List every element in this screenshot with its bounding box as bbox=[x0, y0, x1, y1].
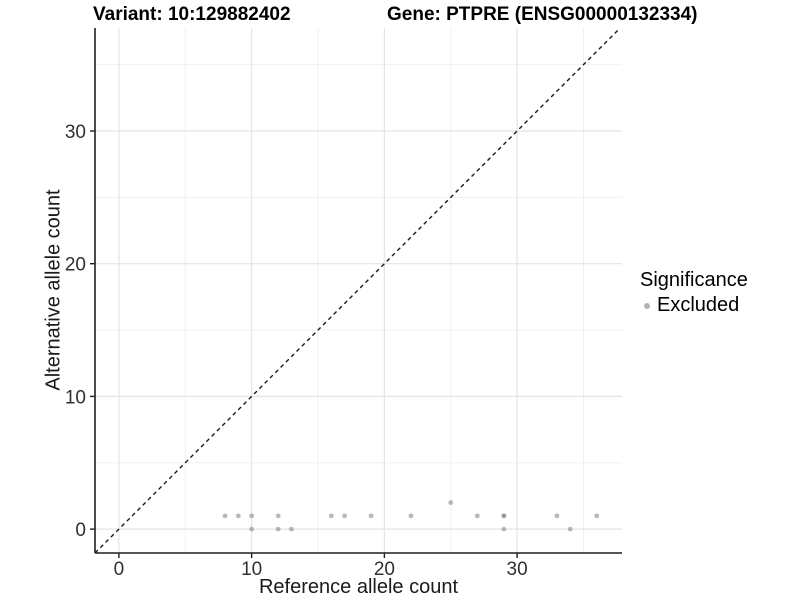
data-point bbox=[328, 513, 334, 519]
excluded-point-icon bbox=[644, 302, 650, 309]
legend-item-excluded: Excluded bbox=[640, 294, 748, 317]
data-point bbox=[448, 500, 454, 505]
data-point bbox=[408, 513, 414, 519]
legend-item-label: Excluded bbox=[657, 294, 740, 316]
x-tick-label: 20 bbox=[374, 559, 395, 580]
x-tick-label: 10 bbox=[241, 559, 262, 580]
data-point bbox=[368, 513, 374, 519]
y-tick-label: 0 bbox=[75, 520, 86, 541]
data-point bbox=[222, 513, 228, 519]
y-tick-label: 30 bbox=[65, 122, 86, 143]
x-tick-label: 0 bbox=[114, 559, 125, 580]
data-point bbox=[275, 526, 281, 532]
legend-title: Significance bbox=[640, 269, 748, 291]
identity-line bbox=[94, 27, 621, 554]
data-point bbox=[474, 513, 480, 519]
data-point bbox=[554, 513, 560, 519]
data-point bbox=[594, 513, 600, 519]
data-point bbox=[501, 526, 507, 532]
y-tick-label: 10 bbox=[65, 387, 86, 408]
x-axis-title: Reference allele count bbox=[258, 576, 458, 598]
y-axis-title: Alternative allele count bbox=[42, 189, 65, 391]
data-point bbox=[342, 513, 347, 519]
variant-title: Variant: 10:129882402 bbox=[93, 4, 291, 25]
data-point bbox=[289, 526, 294, 532]
y-tick-label: 20 bbox=[65, 255, 86, 276]
x-tick-label: 30 bbox=[507, 559, 528, 580]
gene-title: Gene: PTPRE (ENSG00000132334) bbox=[387, 4, 698, 25]
data-point bbox=[249, 513, 255, 519]
data-point bbox=[249, 526, 255, 532]
legend: Significance Excluded bbox=[640, 269, 748, 317]
data-point bbox=[275, 513, 281, 519]
data-point bbox=[501, 513, 507, 519]
data-point bbox=[567, 526, 573, 532]
data-point bbox=[235, 513, 241, 519]
